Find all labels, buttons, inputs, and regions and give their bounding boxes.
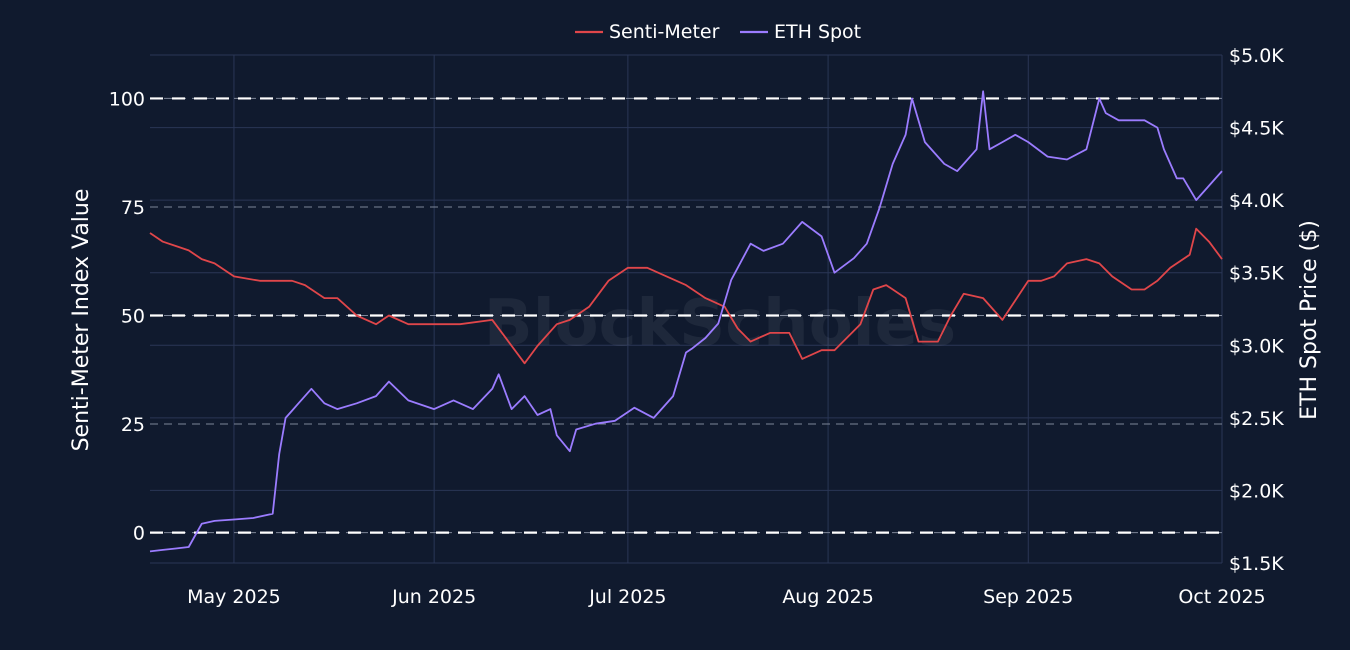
- x-axis-ticks: May 2025 Jun 2025 Jul 2025 Aug 2025 Sep 2025…: [187, 586, 1266, 608]
- y-right-tick-label: $2.5K: [1229, 408, 1284, 430]
- y-left-tick-label: 25: [121, 414, 145, 436]
- x-tick-label: Sep 2025: [983, 586, 1073, 608]
- y-left-axis-ticks: 0 25 50 75 100: [109, 88, 145, 544]
- y-right-tick-label: $2.0K: [1229, 480, 1284, 502]
- legend[interactable]: Senti-Meter ETH Spot: [575, 21, 861, 43]
- y-left-tick-label: 75: [121, 197, 145, 219]
- grid-layer: [150, 54, 1223, 564]
- y-left-tick-label: 0: [133, 523, 145, 545]
- y-right-tick-label: $3.5K: [1229, 263, 1284, 285]
- x-tick-label: Jun 2025: [391, 586, 476, 608]
- x-tick-label: Oct 2025: [1178, 586, 1265, 608]
- y-right-axis-ticks: $1.5K $2.0K $2.5K $3.0K $3.5K $4.0K $4.5K $5.0K: [1229, 45, 1284, 575]
- x-tick-label: May 2025: [187, 586, 281, 608]
- x-tick-label: Jul 2025: [588, 586, 666, 608]
- y-right-tick-label: $5.0K: [1229, 45, 1284, 67]
- y-right-tick-label: $1.5K: [1229, 553, 1284, 575]
- series-line-eth-spot: [149, 90, 1223, 553]
- y-left-tick-label: 100: [109, 88, 145, 110]
- series-layer: [149, 90, 1223, 553]
- y-right-tick-label: $4.5K: [1229, 118, 1284, 140]
- watermark: BlockScholes: [484, 287, 956, 361]
- legend-item-senti-meter[interactable]: Senti-Meter: [575, 21, 720, 43]
- y-left-axis-title: Senti-Meter Index Value: [69, 189, 94, 452]
- series-line-senti-meter: [149, 227, 1223, 365]
- y-right-tick-label: $4.0K: [1229, 190, 1284, 212]
- legend-label-eth-spot: ETH Spot: [774, 21, 861, 43]
- reference-lines: [150, 97, 1222, 534]
- x-tick-label: Aug 2025: [782, 586, 874, 608]
- y-right-axis-title: ETH Spot Price ($): [1297, 220, 1322, 420]
- legend-label-senti-meter: Senti-Meter: [609, 21, 720, 43]
- y-left-tick-label: 50: [121, 306, 145, 328]
- y-right-tick-label: $3.0K: [1229, 335, 1284, 357]
- legend-item-eth-spot[interactable]: ETH Spot: [740, 21, 861, 43]
